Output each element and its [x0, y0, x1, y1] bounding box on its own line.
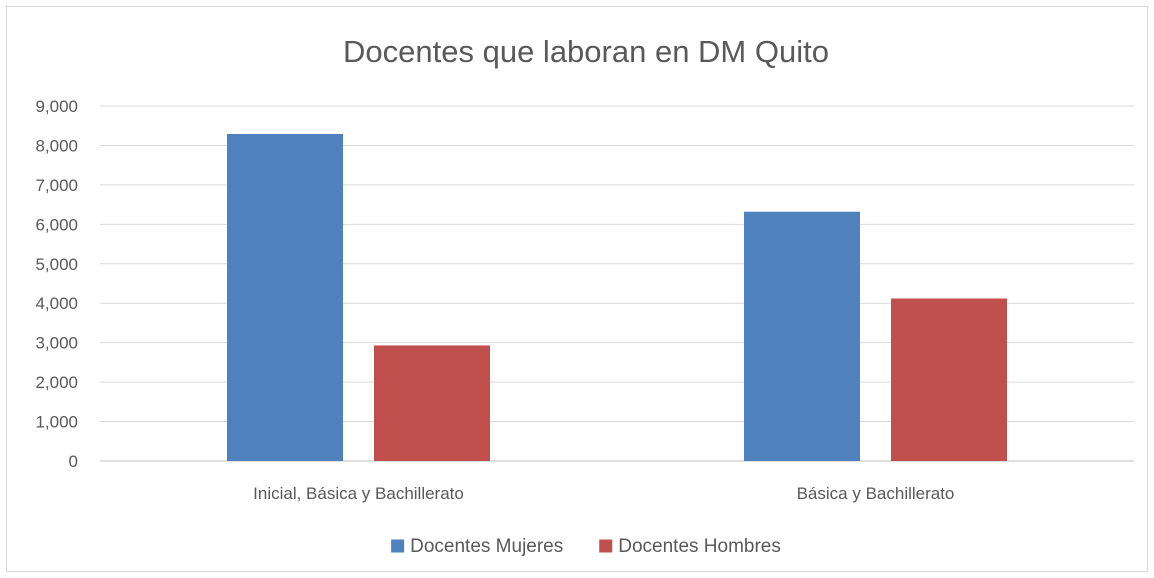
y-tick-label: 1,000	[35, 413, 78, 432]
bar-docentes-mujeres	[227, 134, 343, 461]
y-axis-ticks: 0 1,000 2,000 3,000 4,000 5,000 6,000 7,000 8,00…	[35, 97, 78, 471]
legend-label: Docentes Hombres	[618, 536, 781, 557]
legend-label: Docentes Mujeres	[410, 536, 563, 557]
y-tick-label: 3,000	[35, 334, 78, 353]
legend-swatch	[599, 539, 613, 553]
chart-frame	[6, 6, 1148, 572]
chart-title: Docentes que laboran en DM Quito	[343, 34, 829, 69]
y-tick-label: 6,000	[35, 215, 78, 234]
legend-item: Docentes Mujeres	[391, 536, 563, 557]
y-tick-label: 2,000	[35, 373, 78, 392]
bar-docentes-hombres	[891, 298, 1007, 461]
legend-swatch	[391, 539, 405, 553]
legend-item: Docentes Hombres	[599, 536, 781, 557]
y-tick-label: 5,000	[35, 255, 78, 274]
y-tick-label: 4,000	[35, 294, 78, 313]
x-axis-ticks: Inicial, Básica y Bachillerato Básica y B…	[253, 484, 954, 503]
bar-docentes-hombres	[374, 345, 490, 461]
y-tick-label: 9,000	[35, 97, 78, 116]
bars	[227, 134, 1007, 461]
x-category-label: Básica y Bachillerato	[797, 484, 955, 503]
y-tick-label: 7,000	[35, 176, 78, 195]
legend: Docentes Mujeres Docentes Hombres	[391, 536, 781, 557]
y-tick-label: 0	[69, 452, 78, 471]
bar-docentes-mujeres	[744, 211, 860, 461]
y-tick-label: 8,000	[35, 136, 78, 155]
x-category-label: Inicial, Básica y Bachillerato	[253, 484, 464, 503]
